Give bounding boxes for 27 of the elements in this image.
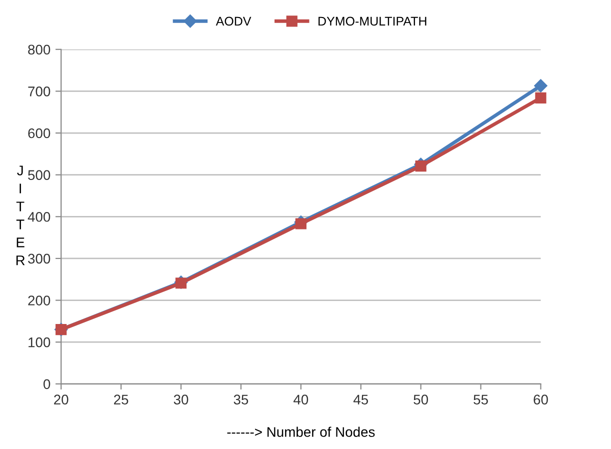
y-tick-label: 200 xyxy=(28,296,50,306)
x-tick-label: 35 xyxy=(234,394,248,405)
y-tick-label: 400 xyxy=(28,212,50,222)
y-tick-label: 700 xyxy=(28,86,50,96)
x-tick-label: 40 xyxy=(294,394,308,405)
x-tick-label: 55 xyxy=(474,394,488,405)
point xyxy=(175,278,187,289)
x-tick-label: 25 xyxy=(114,394,128,405)
y-tick-label: 300 xyxy=(28,254,50,264)
point xyxy=(415,160,426,172)
y-tick-label: 800 xyxy=(28,44,50,55)
legend-label: DYMO-MULTIPATH xyxy=(318,16,426,26)
x-tick-label: 30 xyxy=(174,394,188,405)
point xyxy=(534,79,548,92)
point xyxy=(535,92,546,104)
x-tick-label: 20 xyxy=(54,394,68,405)
y-tick-label: 600 xyxy=(28,128,50,138)
x-tick-label: 60 xyxy=(534,394,548,405)
point xyxy=(295,218,306,230)
y-tick-label: 500 xyxy=(28,170,50,180)
y-tick-label: 0 xyxy=(44,379,50,390)
legend-label: AODV xyxy=(216,16,252,26)
y-axis-title: JITTER xyxy=(16,166,25,266)
x-axis-title: ------> Number of Nodes xyxy=(227,426,375,437)
y-tick-label: 100 xyxy=(28,337,50,348)
x-tick-label: 45 xyxy=(353,394,368,405)
x-tick-label: 50 xyxy=(414,394,428,405)
